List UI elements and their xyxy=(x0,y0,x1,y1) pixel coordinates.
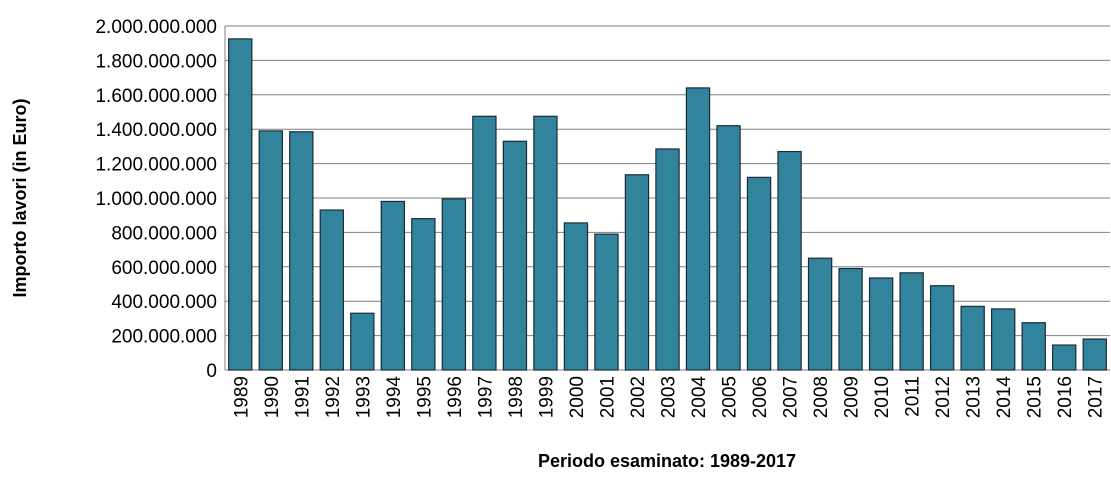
x-tick-label: 2000 xyxy=(567,376,588,418)
x-tick-label: 2005 xyxy=(720,376,741,418)
x-tick-label: 2010 xyxy=(872,376,893,418)
bar xyxy=(868,277,894,371)
y-tick-label: 1.600.000.000 xyxy=(95,86,217,107)
bar xyxy=(838,267,863,371)
x-tick-label: 2016 xyxy=(1055,376,1076,418)
bar xyxy=(289,131,314,371)
x-tick-label: 1991 xyxy=(292,376,313,418)
y-tick-label: 400.000.000 xyxy=(111,292,217,313)
bar xyxy=(746,176,772,371)
bar xyxy=(472,115,497,371)
bar xyxy=(716,125,741,371)
x-tick-label: 1999 xyxy=(536,376,557,418)
bar xyxy=(502,140,528,371)
x-tick-label: 1992 xyxy=(323,376,344,418)
bar xyxy=(777,150,802,371)
bar xyxy=(380,200,406,371)
x-tick-label: 2011 xyxy=(903,376,924,417)
bar xyxy=(1021,322,1046,371)
bar xyxy=(807,257,833,371)
bar xyxy=(1082,338,1107,371)
y-tick-label: 600.000.000 xyxy=(111,258,217,279)
x-tick-label: 2006 xyxy=(750,376,771,418)
x-tick-label: 2003 xyxy=(659,376,680,418)
x-tick-label: 1993 xyxy=(353,376,374,418)
bar xyxy=(258,130,283,371)
x-tick-label: 1990 xyxy=(262,376,283,418)
x-tick-label: 2002 xyxy=(628,376,649,418)
bar xyxy=(228,38,253,371)
y-tick-label: 200.000.000 xyxy=(111,327,217,348)
bar xyxy=(685,87,711,371)
x-tick-label: 2004 xyxy=(689,376,710,419)
x-tick-label: 2017 xyxy=(1086,376,1107,418)
bar xyxy=(350,312,375,371)
x-tick-label: 2015 xyxy=(1025,376,1046,418)
bar xyxy=(441,198,467,371)
bar xyxy=(319,209,345,371)
bar xyxy=(655,148,680,371)
x-tick-label: 2007 xyxy=(781,376,802,418)
bar xyxy=(533,115,558,371)
bar xyxy=(1052,344,1077,371)
bar xyxy=(563,222,589,371)
x-tick-label: 1997 xyxy=(475,376,496,418)
x-tick-label: 2001 xyxy=(597,376,618,418)
y-tick-label: 1.000.000.000 xyxy=(95,189,217,210)
y-tick-label: 0 xyxy=(206,361,217,382)
bar xyxy=(594,233,619,371)
bar xyxy=(411,218,436,371)
y-tick-label: 1.800.000.000 xyxy=(95,51,217,72)
bar xyxy=(624,174,650,371)
x-tick-label: 1995 xyxy=(414,376,435,418)
bar xyxy=(960,305,985,371)
x-tick-label: 2014 xyxy=(994,376,1015,419)
x-tick-label: 1996 xyxy=(445,376,466,418)
x-axis-title: Periodo esaminato: 1989-2017 xyxy=(538,451,796,471)
bar xyxy=(899,272,924,371)
x-tick-label: 2013 xyxy=(964,376,985,418)
y-axis-title: Importo lavori (in Euro) xyxy=(10,98,30,297)
x-tick-label: 1989 xyxy=(231,376,252,418)
y-tick-label: 1.200.000.000 xyxy=(95,155,217,176)
bar xyxy=(929,285,955,371)
y-tick-label: 2.000.000.000 xyxy=(95,17,217,38)
x-tick-label: 2009 xyxy=(842,376,863,418)
y-tick-label: 1.400.000.000 xyxy=(95,120,217,141)
x-tick-label: 1994 xyxy=(384,376,405,419)
y-tick-label: 800.000.000 xyxy=(111,223,217,244)
x-tick-label: 2008 xyxy=(811,376,832,418)
x-tick-label: 1998 xyxy=(506,376,527,418)
x-tick-label: 2012 xyxy=(933,376,954,418)
bar xyxy=(990,308,1016,371)
